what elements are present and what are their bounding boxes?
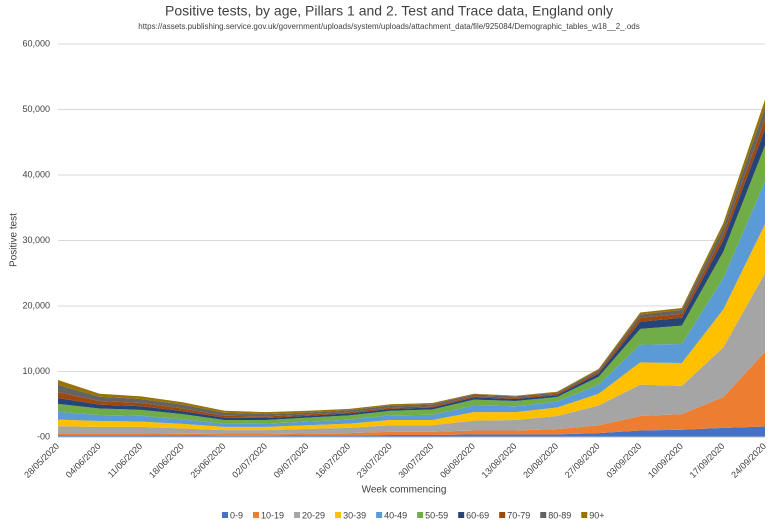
- x-tick-label: 10/09/2020: [646, 441, 685, 480]
- x-tick-label: 25/06/2020: [189, 441, 228, 480]
- legend-swatch: [376, 512, 383, 518]
- y-tick-label: 30,000: [22, 235, 50, 245]
- x-tick-label: 23/07/2020: [355, 441, 394, 480]
- legend-label: 0-9: [230, 510, 243, 520]
- y-axis-title: Positive test: [9, 213, 20, 267]
- x-tick-label: 18/06/2020: [147, 441, 186, 480]
- y-tick-label: 10,000: [22, 366, 50, 376]
- x-tick-label: 17/09/2020: [688, 441, 727, 480]
- x-axis-title: Week commencing: [362, 485, 447, 496]
- legend-swatch: [294, 512, 301, 518]
- y-tick-label: 60,000: [22, 38, 50, 48]
- legend-swatch: [253, 512, 260, 518]
- legend-swatch: [499, 512, 506, 518]
- legend-swatch: [540, 512, 547, 518]
- x-tick-label: 03/09/2020: [604, 441, 643, 480]
- y-tick-label: 40,000: [22, 169, 50, 179]
- chart-subtitle: https://assets.publishing.service.gov.uk…: [138, 22, 640, 31]
- area: [58, 351, 765, 436]
- legend-label: 90+: [589, 510, 604, 520]
- x-tick-label: 11/06/2020: [106, 441, 144, 479]
- x-tick-label: 16/07/2020: [313, 441, 352, 480]
- legend-swatch: [458, 512, 465, 518]
- legend-label: 10-19: [261, 510, 284, 520]
- x-tick-label: 13/08/2020: [480, 441, 519, 480]
- legend-swatch: [417, 512, 424, 518]
- legend-label: 80-89: [548, 510, 571, 520]
- x-tick-label: 30/07/2020: [396, 441, 435, 480]
- legend-swatch: [222, 512, 228, 518]
- chart-title: Positive tests, by age, Pillars 1 and 2.…: [165, 3, 613, 19]
- x-tick-label: 24/09/2020: [729, 441, 768, 480]
- legend-label: 70-79: [507, 510, 530, 520]
- y-tick-label: 50,000: [22, 104, 50, 114]
- legend-swatch: [581, 512, 588, 518]
- legend-swatch: [335, 512, 342, 518]
- legend-label: 40-49: [384, 510, 407, 520]
- x-tick-label: 27/08/2020: [563, 441, 602, 480]
- y-tick-label: -00: [37, 431, 50, 441]
- x-tick-label: 20/08/2020: [521, 441, 560, 480]
- x-tick-label: 04/06/2020: [64, 441, 103, 480]
- y-tick-label: 20,000: [22, 300, 50, 310]
- area: [58, 426, 765, 437]
- x-tick-label: 02/07/2020: [230, 441, 269, 480]
- x-tick-label: 28/05/2020: [22, 441, 61, 480]
- legend-label: 20-29: [302, 510, 325, 520]
- x-tick-label: 06/08/2020: [438, 441, 477, 480]
- legend-label: 60-69: [466, 510, 489, 520]
- x-tick-label: 09/07/2020: [272, 441, 311, 480]
- legend-label: 30-39: [343, 510, 366, 520]
- legend-label: 50-59: [425, 510, 448, 520]
